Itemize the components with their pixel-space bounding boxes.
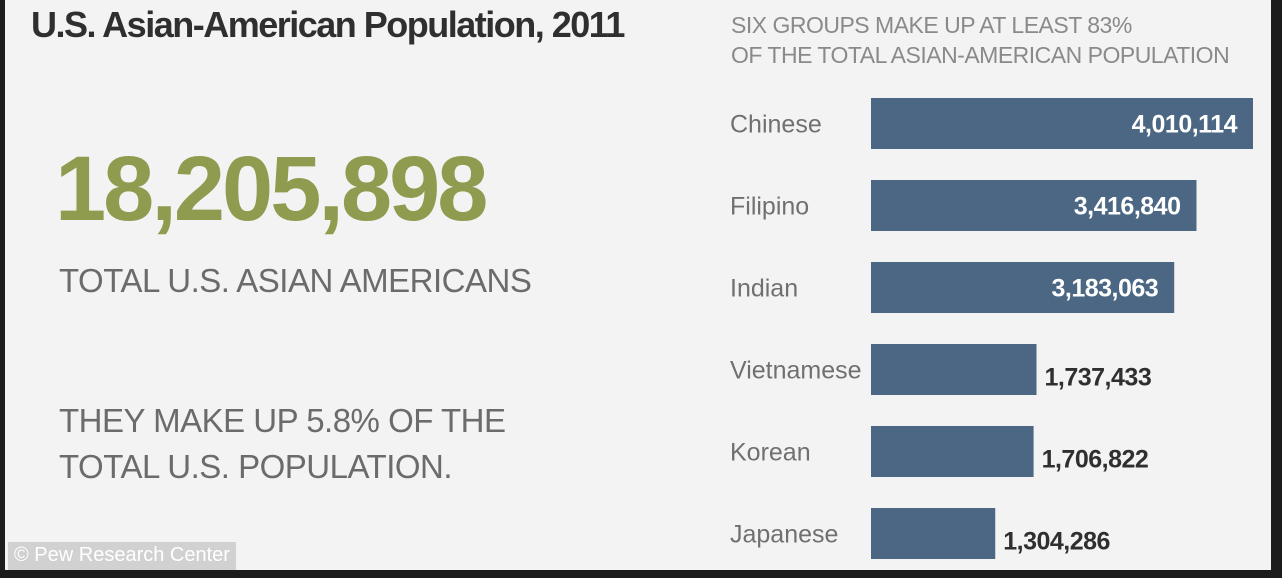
- category-label: Japanese: [730, 521, 838, 549]
- bar: [871, 262, 1175, 313]
- infographic-title: U.S. Asian-American Population, 2011: [31, 4, 625, 45]
- source-credit: © Pew Research Center: [8, 542, 236, 570]
- bar: [871, 344, 1037, 395]
- bar: [871, 426, 1034, 477]
- bar: [871, 98, 1253, 149]
- value-label: 1,304,286: [1003, 528, 1110, 556]
- bar: [871, 508, 996, 559]
- chart-subtitle: SIX GROUPS MAKE UP AT LEAST 83% OF THE T…: [731, 10, 1230, 70]
- category-label: Korean: [730, 439, 811, 467]
- value-label: 1,706,822: [1042, 446, 1149, 474]
- value-label: 3,416,840: [1074, 193, 1181, 221]
- category-label: Indian: [730, 275, 798, 303]
- total-population-number: 18,205,898: [55, 138, 488, 240]
- total-population-label: TOTAL U.S. ASIAN AMERICANS: [59, 262, 532, 299]
- category-label: Vietnamese: [730, 357, 862, 385]
- bar-chart: Chinese 4,010,114 Filipino 3,416,840 Indian 3…: [730, 98, 1253, 559]
- value-label: 4,010,114: [1132, 111, 1238, 139]
- chart-subtitle-line: SIX GROUPS MAKE UP AT LEAST 83%: [731, 12, 1132, 38]
- chart-subtitle-line: OF THE TOTAL ASIAN-AMERICAN POPULATION: [731, 42, 1230, 68]
- population-share-line: THEY MAKE UP 5.8% OF THE: [59, 402, 506, 439]
- category-label: Filipino: [730, 193, 809, 221]
- value-label: 3,183,063: [1051, 275, 1158, 303]
- category-label: Chinese: [730, 111, 822, 139]
- infographic-canvas: U.S. Asian-American Population, 2011 18,…: [5, 0, 1271, 570]
- bar: [871, 180, 1197, 231]
- value-label: 1,737,433: [1045, 364, 1152, 392]
- population-share-line: TOTAL U.S. POPULATION.: [59, 448, 453, 485]
- population-share-text: THEY MAKE UP 5.8% OF THE TOTAL U.S. POPU…: [59, 398, 506, 490]
